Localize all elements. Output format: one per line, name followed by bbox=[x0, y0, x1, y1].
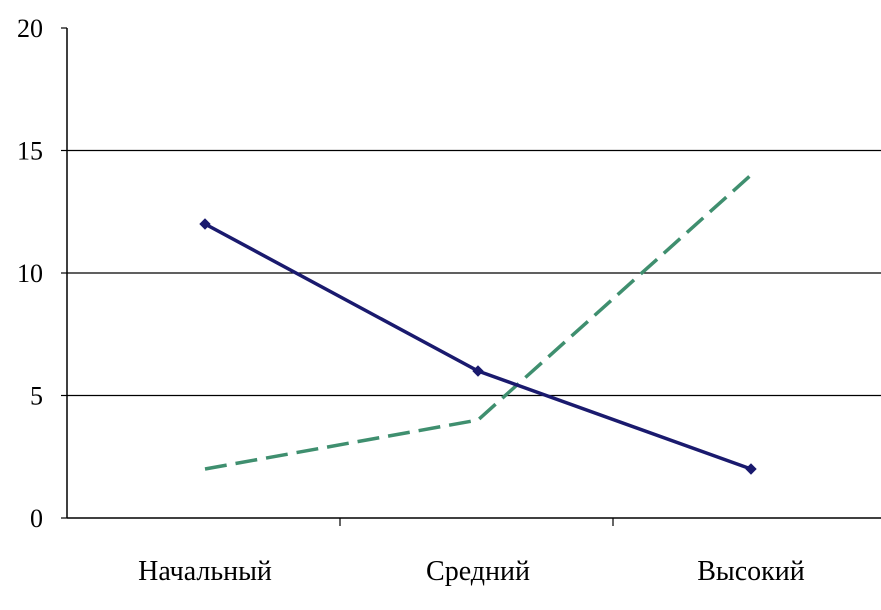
x-tick-label: Высокий bbox=[697, 556, 805, 587]
series-1-line bbox=[204, 222, 752, 471]
x-tick-label: Начальный bbox=[138, 556, 272, 587]
series-2-line bbox=[204, 173, 753, 471]
y-tick-label: 15 bbox=[17, 137, 43, 166]
series bbox=[199, 173, 757, 475]
series-1-point bbox=[199, 218, 211, 230]
series-1-point bbox=[745, 463, 757, 475]
y-tick-label: 10 bbox=[17, 259, 43, 288]
gridlines bbox=[67, 149, 881, 397]
x-tick-labels: Начальный Средний Высокий bbox=[138, 518, 805, 587]
x-tick-label: Средний bbox=[426, 556, 530, 587]
y-tick-labels: 0 5 10 15 20 bbox=[17, 14, 67, 533]
y-tick-label: 20 bbox=[17, 14, 43, 43]
series-1-point bbox=[472, 365, 484, 377]
y-tick-label: 5 bbox=[30, 382, 43, 411]
y-tick-label: 0 bbox=[30, 504, 43, 533]
